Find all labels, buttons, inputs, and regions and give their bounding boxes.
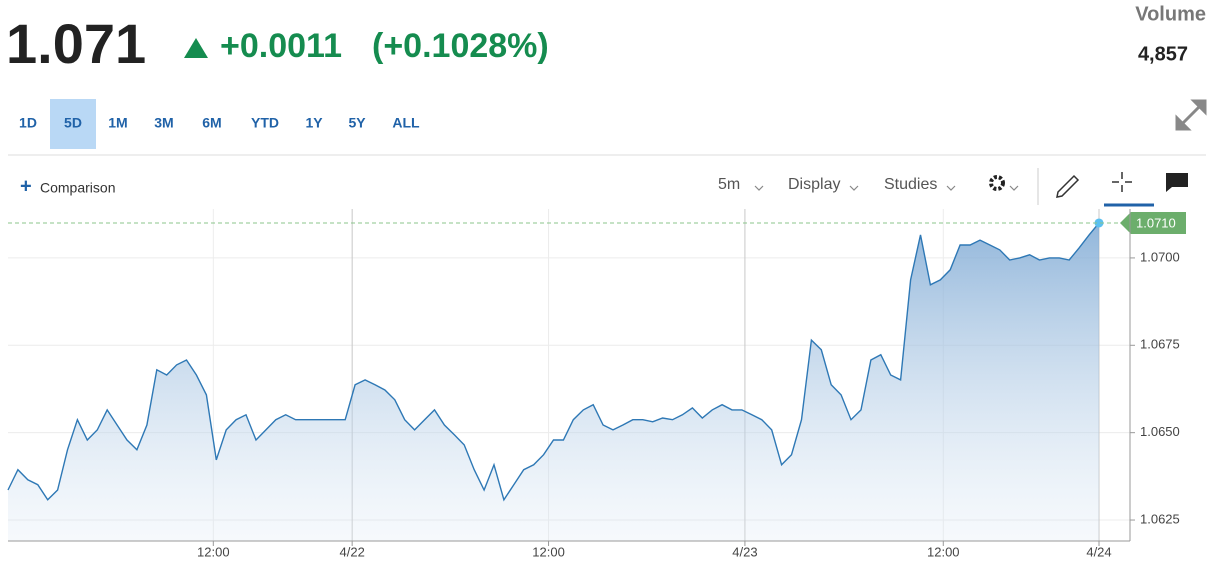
range-button[interactable]: 5Y [348,115,366,131]
range-button[interactable]: YTD [251,115,279,131]
range-button[interactable]: ALL [392,115,420,131]
settings-icon[interactable] [989,175,1005,191]
y-tick-label: 1.0700 [1140,249,1180,264]
draw-icon[interactable] [1056,174,1080,198]
plot: 1.0625 1.0650 1.0675 1.0700 12:00 4/22 12:00 4/… [7,209,1186,559]
range-button[interactable]: 1D [19,115,37,131]
comparison[interactable]: Comparison [40,180,115,196]
price: 1.071 [6,12,146,75]
last-price-label: 1.0710 [1136,215,1176,230]
range-selected [50,99,96,149]
last-point [1094,218,1104,228]
x-tick-label: 12:00 [197,544,230,559]
y-tick-label: 1.0625 [1140,511,1180,526]
x-tick-label: 4/24 [1086,544,1111,559]
range-buttons: 1D 5D 1M 3M 6M YTD 1Y 5Y ALL [19,99,420,149]
display[interactable]: Display [788,176,840,193]
last-price-tag [1120,211,1186,234]
change: +0.0011 [220,27,342,65]
line [7,222,1100,502]
volume-label: Volume [1135,3,1206,25]
x-tick-label: 12:00 [927,544,960,559]
crosshair-icon[interactable] [1112,172,1132,192]
x-tick-label: 4/22 [340,544,365,559]
range-button[interactable]: 1Y [305,115,323,131]
area [8,223,1099,541]
comment-icon[interactable] [1166,173,1188,192]
range-button[interactable]: 5D [64,115,82,131]
studies[interactable]: Studies [884,176,937,193]
interval[interactable]: 5m [718,176,740,193]
range-button[interactable]: 1M [108,115,127,131]
range-button[interactable]: 6M [202,115,221,131]
chevrons [754,185,1019,191]
y-tick-label: 1.0650 [1140,424,1180,439]
x-tick-label: 4/23 [732,544,757,559]
plus-icon: + [20,175,32,197]
x-tick-label: 12:00 [532,544,565,559]
y-tick-label: 1.0675 [1140,337,1180,352]
volume: 4,857 [1138,43,1188,65]
change-pct: (+0.1028%) [372,27,549,65]
expand-icon [1175,99,1207,131]
range-button[interactable]: 3M [154,115,173,131]
up-arrow [184,38,208,58]
